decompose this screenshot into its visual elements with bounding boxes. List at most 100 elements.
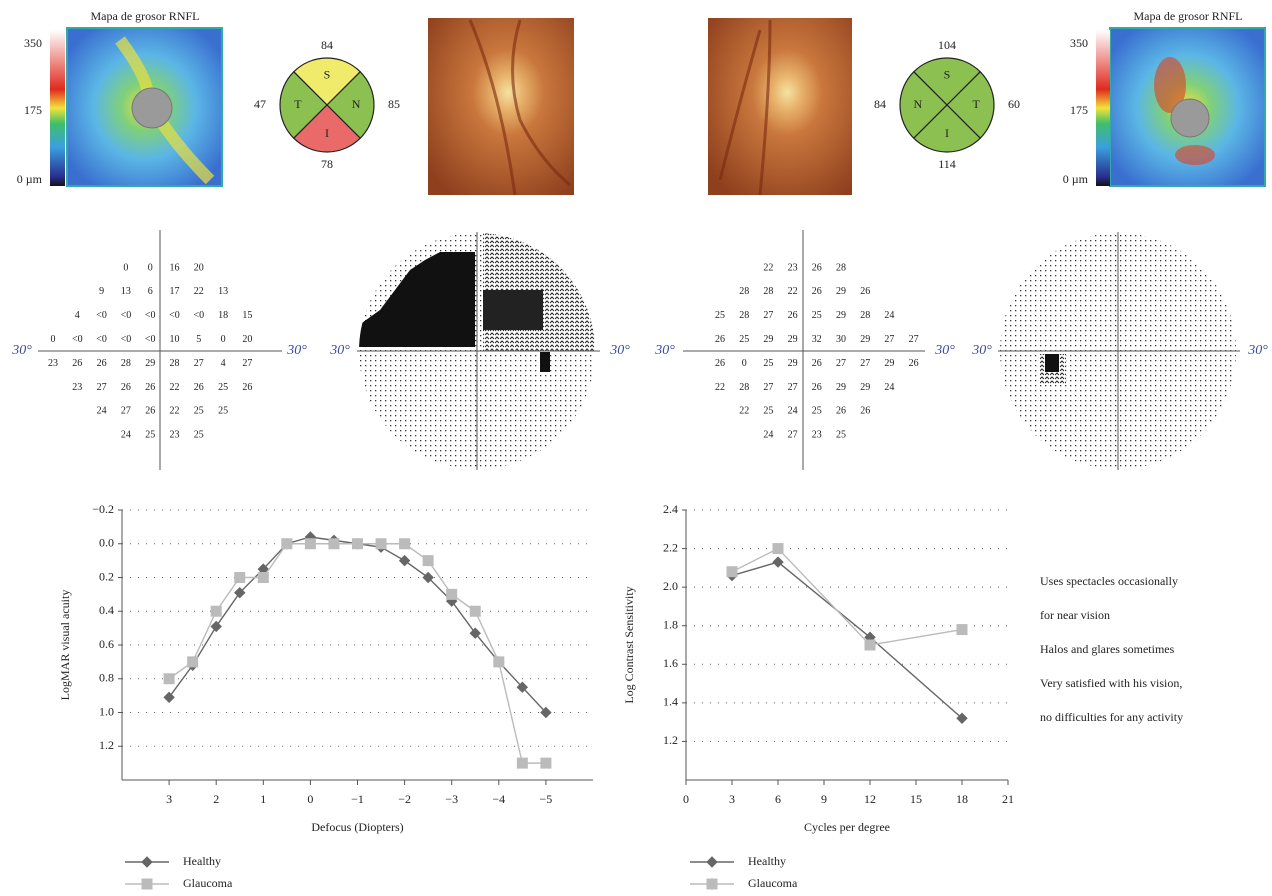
field-value: 26 [909, 358, 919, 369]
field-label: 30° [971, 343, 992, 358]
marker [353, 539, 363, 549]
field-value: 28 [121, 358, 131, 369]
field-value: 24 [97, 406, 107, 417]
field-value: 27 [788, 382, 798, 393]
field-value: 26 [72, 358, 82, 369]
field-value: 26 [715, 358, 725, 369]
field-value: 22 [170, 406, 180, 417]
field-value: 0 [148, 262, 153, 273]
y-axis-title: LogMAR visual acuity [58, 590, 72, 701]
y-tick-label: 0.0 [99, 536, 114, 550]
field-value: 26 [812, 358, 822, 369]
field-value: 28 [739, 382, 749, 393]
field-value: 27 [860, 358, 870, 369]
field-value: 26 [860, 286, 870, 297]
field-value: 27 [909, 334, 919, 345]
field-value: <0 [145, 310, 156, 321]
quadrant-value: 84 [321, 38, 333, 52]
y-tick-label: 1.2 [99, 738, 114, 752]
field-value: 9 [99, 286, 104, 297]
quadrant-value: 104 [938, 38, 956, 52]
field-label: 30° [654, 343, 675, 358]
field-value: 13 [121, 286, 131, 297]
y-tick-label: 0.2 [99, 569, 114, 583]
marker [142, 879, 152, 889]
series-line [169, 544, 546, 763]
field-value: 25 [739, 334, 749, 345]
field-value: 29 [763, 334, 773, 345]
quadrant-letter: I [945, 126, 949, 140]
scale-tick-label: 0 µm [17, 172, 43, 186]
field-label: 30° [286, 343, 307, 358]
x-tick-label: 0 [307, 792, 313, 806]
field-value: 29 [836, 382, 846, 393]
field-value: 26 [860, 406, 870, 417]
field-value: 16 [170, 262, 180, 273]
note: Halos and glares sometimes [1040, 642, 1175, 656]
series-line [732, 549, 962, 645]
field-label: 30° [609, 343, 630, 358]
field-value: 24 [763, 430, 773, 441]
field-value: 23 [788, 262, 798, 273]
field-value: 29 [836, 286, 846, 297]
field-value: 27 [763, 310, 773, 321]
marker [305, 539, 315, 549]
figure: 30° 30° 30° 30° Mapa de grosor RNFL35017… [0, 0, 1272, 896]
marker [865, 640, 875, 650]
field-value: 28 [763, 286, 773, 297]
field-value: 28 [860, 310, 870, 321]
field-label: 30° [11, 343, 32, 358]
marker [142, 857, 152, 867]
quadrant-letter: S [944, 68, 951, 82]
field-value: 24 [121, 430, 131, 441]
field-value: 29 [788, 358, 798, 369]
field-value: 27 [836, 358, 846, 369]
field-value: 24 [788, 406, 798, 417]
field-value: 28 [836, 262, 846, 273]
field-value: 26 [812, 382, 822, 393]
field-value: 25 [194, 430, 204, 441]
marker [400, 539, 410, 549]
field-value: 28 [170, 358, 180, 369]
field-value: 22 [739, 406, 749, 417]
field-value: 27 [884, 334, 894, 345]
x-tick-label: 6 [775, 792, 781, 806]
field-value: <0 [169, 310, 180, 321]
field-value: 28 [739, 286, 749, 297]
field-value: 22 [788, 286, 798, 297]
y-tick-label: 1.4 [663, 695, 678, 709]
field-value: <0 [72, 334, 83, 345]
field-value: 26 [145, 406, 155, 417]
legend-label: Glaucoma [748, 876, 798, 890]
marker [211, 606, 221, 616]
x-tick-label: 12 [864, 792, 876, 806]
marker [164, 692, 174, 702]
quadrant-value: 60 [1008, 97, 1020, 111]
series-line [732, 562, 962, 718]
x-tick-label: 21 [1002, 792, 1014, 806]
field-value: 27 [121, 406, 131, 417]
quadrant-value: 85 [388, 97, 400, 111]
field-value: 25 [812, 310, 822, 321]
field-label: 30° [1247, 343, 1268, 358]
quadrant-value: 78 [321, 157, 333, 171]
field-value: 0 [123, 262, 128, 273]
field-value: 25 [218, 406, 228, 417]
field-value: <0 [145, 334, 156, 345]
field-value: 27 [788, 430, 798, 441]
quadrant-letter: I [325, 126, 329, 140]
field-value: 29 [884, 358, 894, 369]
marker [188, 657, 198, 667]
x-tick-label: 18 [956, 792, 968, 806]
x-tick-label: −4 [492, 792, 505, 806]
marker [258, 573, 268, 583]
field-value: 25 [763, 358, 773, 369]
field-value: 10 [170, 334, 180, 345]
field-value: 29 [860, 334, 870, 345]
field-value: <0 [96, 310, 107, 321]
x-axis-title: Cycles per degree [804, 820, 890, 834]
field-value: 13 [218, 286, 228, 297]
field-value: 29 [860, 382, 870, 393]
quadrant-value: 114 [938, 157, 956, 171]
marker [494, 657, 504, 667]
